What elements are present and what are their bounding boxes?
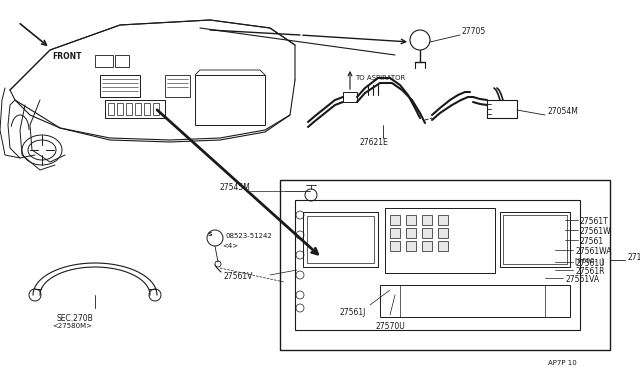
Bar [115, 55, 129, 67]
Bar [487, 100, 517, 118]
Bar [500, 212, 570, 267]
Text: TO ASPIRATOR: TO ASPIRATOR [355, 75, 405, 81]
Text: 27561R: 27561R [575, 267, 605, 276]
Text: 27621E: 27621E [360, 138, 388, 147]
Bar [390, 228, 400, 238]
Text: 08523-51242: 08523-51242 [226, 233, 273, 239]
Text: 27705: 27705 [462, 28, 486, 36]
Text: S: S [208, 231, 212, 237]
Bar [307, 216, 374, 263]
Text: 27561WA: 27561WA [575, 247, 611, 256]
Bar [280, 180, 610, 350]
Bar [303, 212, 378, 267]
Bar [503, 215, 567, 264]
Bar [343, 92, 357, 102]
Text: 27545M: 27545M [219, 183, 250, 192]
Bar [422, 215, 432, 225]
Text: 27570U: 27570U [375, 322, 404, 331]
Text: 27561V: 27561V [224, 272, 253, 281]
Bar [390, 241, 400, 251]
Bar [406, 215, 416, 225]
Bar [126, 103, 132, 115]
Bar [390, 215, 400, 225]
Text: 27561J: 27561J [340, 308, 366, 317]
Bar [406, 228, 416, 238]
Text: 27561U: 27561U [575, 259, 605, 268]
Bar [153, 103, 159, 115]
Bar [406, 241, 416, 251]
Bar [108, 103, 114, 115]
Text: SEC.270B: SEC.270B [56, 314, 93, 323]
Text: <27580M>: <27580M> [52, 323, 92, 329]
Bar [438, 228, 448, 238]
Bar [380, 285, 570, 317]
Text: 27054M: 27054M [547, 108, 578, 116]
Bar [117, 103, 123, 115]
Bar [135, 103, 141, 115]
Bar [438, 241, 448, 251]
Text: 27561VA: 27561VA [565, 275, 599, 284]
Text: 27561: 27561 [580, 237, 604, 246]
Text: [0690-  ]: [0690- ] [575, 257, 604, 264]
Text: <4>: <4> [222, 243, 238, 249]
Bar [295, 200, 580, 330]
Text: 27130: 27130 [627, 253, 640, 262]
Text: FRONT: FRONT [52, 52, 81, 61]
Bar [105, 100, 165, 118]
Bar [385, 208, 495, 273]
Bar [100, 75, 140, 97]
Bar [438, 215, 448, 225]
Bar [95, 55, 113, 67]
Bar [422, 228, 432, 238]
Text: AP7P 10: AP7P 10 [548, 360, 577, 366]
Bar [144, 103, 150, 115]
Bar [422, 241, 432, 251]
Text: 27561W: 27561W [580, 227, 612, 236]
Text: 27561T: 27561T [580, 217, 609, 226]
Bar [165, 75, 190, 97]
Bar [195, 75, 265, 125]
